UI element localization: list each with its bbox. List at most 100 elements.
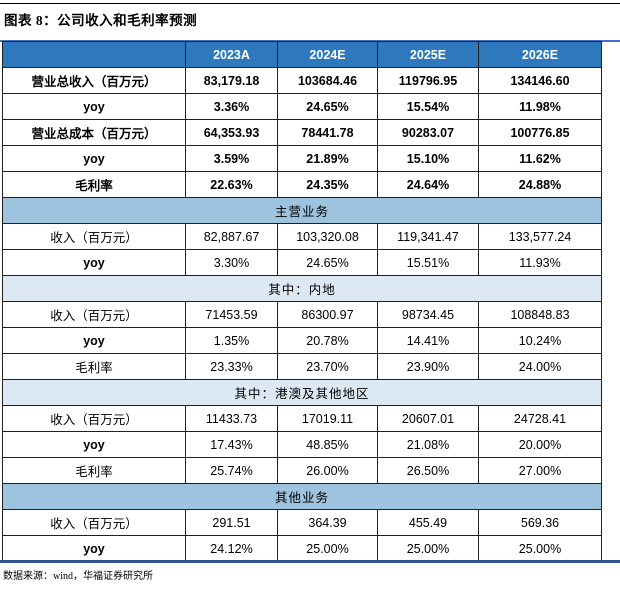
section-band-row: 其中：内地 <box>2 275 602 302</box>
value-cell: 82,887.67 <box>185 223 278 250</box>
value-cell: 17.43% <box>185 431 278 458</box>
row-label-cell: 收入（百万元） <box>2 405 186 432</box>
value-cell: 108848.83 <box>478 301 602 328</box>
value-cell: 27.00% <box>478 457 602 484</box>
row-label-cell: 收入（百万元） <box>2 509 186 536</box>
table-row: yoy 3.59% 21.89% 15.10% 11.62% <box>2 145 602 172</box>
section-band-row: 其他业务 <box>2 483 602 510</box>
value-cell: 21.08% <box>377 431 479 458</box>
value-cell: 3.30% <box>185 249 278 276</box>
row-label-cell: 毛利率 <box>2 171 186 198</box>
value-cell: 86300.97 <box>277 301 378 328</box>
table-row: 收入（百万元） 291.51 364.39 455.49 569.36 <box>2 509 602 536</box>
value-cell: 24.65% <box>277 93 378 120</box>
row-label-cell: yoy <box>2 431 186 458</box>
value-cell: 26.50% <box>377 457 479 484</box>
table-row: 收入（百万元） 11433.73 17019.11 20607.01 24728.41 <box>2 405 602 432</box>
row-label-cell: 营业总成本（百万元） <box>2 119 186 146</box>
value-cell: 23.90% <box>377 353 479 380</box>
value-cell: 11.62% <box>478 145 602 172</box>
value-cell: 20.00% <box>478 431 602 458</box>
table-row: 营业总成本（百万元） 64,353.93 78441.78 90283.07 10077… <box>2 119 602 146</box>
value-cell: 14.41% <box>377 327 479 354</box>
table-row: yoy 17.43% 48.85% 21.08% 20.00% <box>2 431 602 458</box>
table-bottom-rule <box>0 560 620 563</box>
value-cell: 1.35% <box>185 327 278 354</box>
value-cell: 98734.45 <box>377 301 479 328</box>
value-cell: 10.24% <box>478 327 602 354</box>
value-cell: 103684.46 <box>277 67 378 94</box>
value-cell: 23.70% <box>277 353 378 380</box>
value-cell: 24.65% <box>277 249 378 276</box>
value-cell: 24.00% <box>478 353 602 380</box>
value-cell: 3.59% <box>185 145 278 172</box>
value-cell: 78441.78 <box>277 119 378 146</box>
table-row: yoy 3.36% 24.65% 15.54% 11.98% <box>2 93 602 120</box>
value-cell: 15.10% <box>377 145 479 172</box>
table-row: 收入（百万元） 71453.59 86300.97 98734.45 108848.83 <box>2 301 602 328</box>
section-band-label: 其中：港澳及其他地区 <box>2 379 602 406</box>
row-label-cell: 营业总收入（百万元） <box>2 67 186 94</box>
value-cell: 20607.01 <box>377 405 479 432</box>
row-label-header-cell <box>2 41 186 68</box>
value-cell: 48.85% <box>277 431 378 458</box>
section-band-label: 主营业务 <box>2 197 602 224</box>
table-header-row: 2023A 2024E 2025E 2026E <box>2 41 602 68</box>
value-cell: 17019.11 <box>277 405 378 432</box>
table-row: yoy 24.12% 25.00% 25.00% 25.00% <box>2 535 602 562</box>
value-cell: 21.89% <box>277 145 378 172</box>
value-cell: 25.00% <box>277 535 378 562</box>
row-label-cell: yoy <box>2 145 186 172</box>
value-cell: 25.00% <box>377 535 479 562</box>
year-column-header: 2023A <box>185 41 278 68</box>
section-band-row: 其中：港澳及其他地区 <box>2 379 602 406</box>
row-label-cell: 收入（百万元） <box>2 223 186 250</box>
value-cell: 11.93% <box>478 249 602 276</box>
top-divider-line <box>0 3 620 4</box>
value-cell: 119,341.47 <box>377 223 479 250</box>
value-cell: 22.63% <box>185 171 278 198</box>
value-cell: 455.49 <box>377 509 479 536</box>
forecast-table-wrap: 2023A 2024E 2025E 2026E 营业总收入（百万元） 83,179.18… <box>2 41 602 562</box>
value-cell: 25.00% <box>478 535 602 562</box>
value-cell: 291.51 <box>185 509 278 536</box>
value-cell: 90283.07 <box>377 119 479 146</box>
table-body: 营业总收入（百万元） 83,179.18 103684.46 119796.95 134… <box>2 67 602 562</box>
value-cell: 25.74% <box>185 457 278 484</box>
row-label-cell: 收入（百万元） <box>2 301 186 328</box>
value-cell: 24.88% <box>478 171 602 198</box>
year-column-header: 2024E <box>277 41 378 68</box>
value-cell: 24.64% <box>377 171 479 198</box>
value-cell: 3.36% <box>185 93 278 120</box>
value-cell: 71453.59 <box>185 301 278 328</box>
table-row: 营业总收入（百万元） 83,179.18 103684.46 119796.95 134… <box>2 67 602 94</box>
year-column-header: 2026E <box>478 41 602 68</box>
section-band-label: 其他业务 <box>2 483 602 510</box>
value-cell: 83,179.18 <box>185 67 278 94</box>
section-band-label: 其中：内地 <box>2 275 602 302</box>
row-label-cell: yoy <box>2 535 186 562</box>
row-label-cell: yoy <box>2 327 186 354</box>
value-cell: 569.36 <box>478 509 602 536</box>
value-cell: 24.12% <box>185 535 278 562</box>
value-cell: 134146.60 <box>478 67 602 94</box>
table-row: yoy 3.30% 24.65% 15.51% 11.93% <box>2 249 602 276</box>
forecast-table: 2023A 2024E 2025E 2026E 营业总收入（百万元） 83,179.18… <box>2 41 602 562</box>
row-label-cell: yoy <box>2 249 186 276</box>
value-cell: 64,353.93 <box>185 119 278 146</box>
value-cell: 11.98% <box>478 93 602 120</box>
value-cell: 15.54% <box>377 93 479 120</box>
table-row: 毛利率 22.63% 24.35% 24.64% 24.88% <box>2 171 602 198</box>
value-cell: 103,320.08 <box>277 223 378 250</box>
value-cell: 23.33% <box>185 353 278 380</box>
value-cell: 15.51% <box>377 249 479 276</box>
value-cell: 100776.85 <box>478 119 602 146</box>
row-label-cell: yoy <box>2 93 186 120</box>
source-note: 数据来源：wind，华福证券研究所 <box>3 571 153 582</box>
table-row: 收入（百万元） 82,887.67 103,320.08 119,341.47 133,… <box>2 223 602 250</box>
figure-title: 图表 8：公司收入和毛利率预测 <box>4 13 198 28</box>
table-row: 毛利率 23.33% 23.70% 23.90% 24.00% <box>2 353 602 380</box>
value-cell: 133,577.24 <box>478 223 602 250</box>
value-cell: 24728.41 <box>478 405 602 432</box>
row-label-cell: 毛利率 <box>2 353 186 380</box>
